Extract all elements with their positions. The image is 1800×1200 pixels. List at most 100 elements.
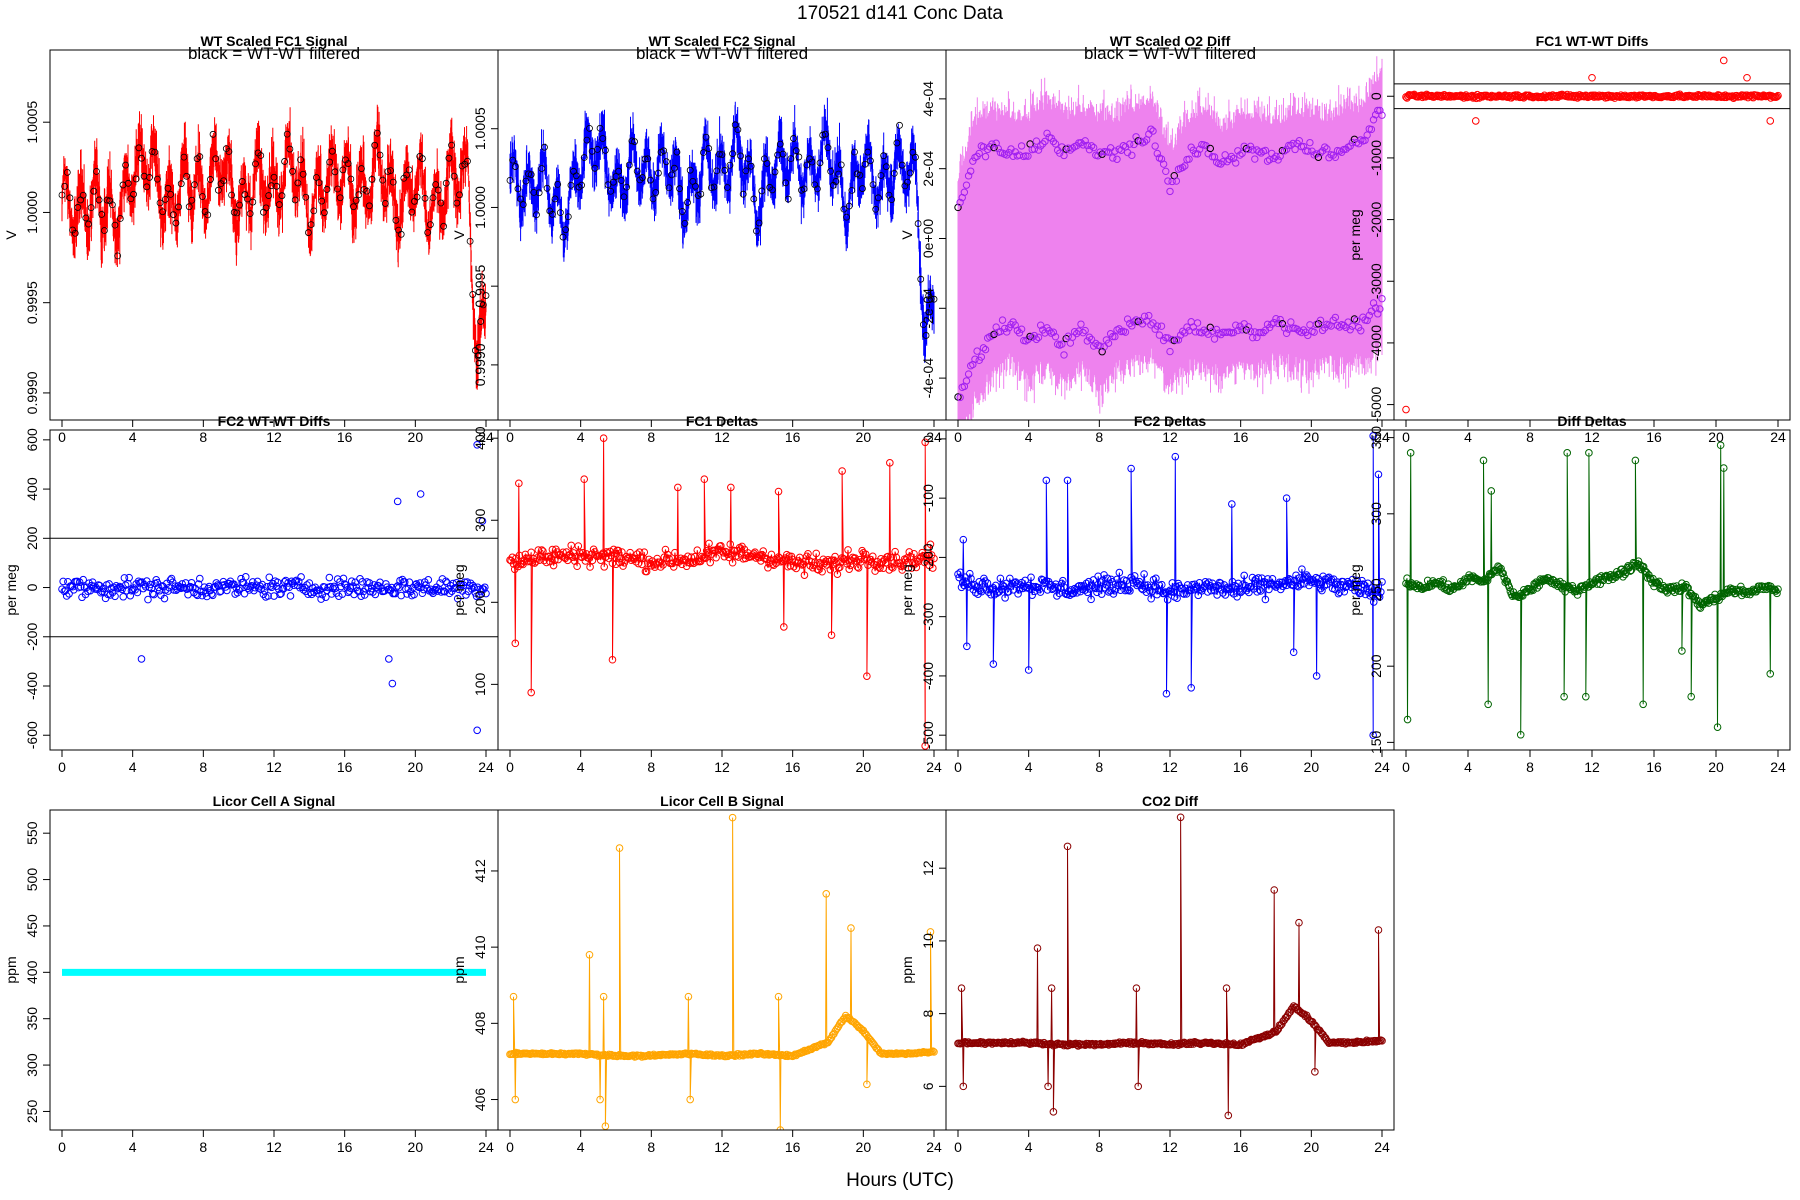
data-point (1259, 328, 1267, 337)
data-point (1059, 1040, 1067, 1048)
data-point (452, 578, 461, 587)
data-point (828, 560, 837, 569)
data-point (1111, 332, 1119, 341)
y-axis-label: per meg (899, 564, 915, 615)
data-point (416, 490, 425, 498)
filtered-point (477, 318, 485, 325)
data-point (728, 558, 737, 567)
data-point (1573, 591, 1582, 599)
data-point (608, 559, 617, 568)
data-point (185, 583, 193, 592)
data-point (1017, 325, 1026, 333)
data-point (178, 580, 186, 588)
filtered-point (814, 185, 821, 193)
x-tick-label: 4 (577, 1139, 585, 1155)
data-point (194, 580, 203, 588)
data-point (988, 140, 996, 148)
data-point (996, 574, 1005, 583)
data-point (1140, 570, 1148, 578)
data-point (1232, 159, 1240, 167)
data-point (1022, 337, 1030, 345)
data-point (580, 475, 589, 484)
data-point (888, 564, 897, 572)
filtered-point (864, 148, 872, 156)
data-point (1044, 1082, 1052, 1091)
data-point (1378, 294, 1386, 303)
data-point (956, 568, 965, 577)
y-tick-label: 10 (920, 933, 936, 949)
data-point (768, 560, 777, 568)
x-tick-label: 20 (1304, 429, 1320, 445)
data-point (956, 393, 964, 402)
x-tick-label: 4 (1025, 759, 1033, 775)
filtered-point (832, 178, 840, 185)
data-point (263, 582, 271, 591)
y-tick-label: 0.9990 (472, 343, 488, 386)
data-point (717, 542, 725, 550)
y-tick-label: -5000 (1368, 386, 1384, 422)
chart-panel-4: FC1 WT-WT Diffs per meg 0 4 8 12 16 20 24 -5000 -4… (1347, 33, 1790, 445)
data-point (69, 585, 78, 594)
filtered-point (373, 129, 381, 137)
filtered-point (418, 155, 426, 162)
data-point (1071, 1039, 1080, 1048)
data-point (1092, 339, 1100, 348)
data-point (187, 578, 196, 587)
x-tick-label: 8 (1095, 429, 1103, 445)
data-point (847, 924, 855, 932)
y-tick-label: 0 (24, 583, 40, 591)
filtered-point (363, 187, 371, 195)
filtered-point (514, 185, 522, 193)
y-tick-label: 4e-04 (920, 81, 936, 117)
data-point (548, 545, 557, 554)
data-point (1172, 336, 1181, 344)
data-point (1021, 576, 1029, 585)
data-point (1130, 572, 1139, 580)
data-point (759, 547, 768, 555)
filtered-point (238, 178, 246, 185)
x-tick-label: 8 (1095, 759, 1103, 775)
data-point (1051, 333, 1060, 341)
data-point (861, 550, 870, 558)
plot-area (954, 56, 1386, 420)
filtered-point (206, 176, 214, 183)
filtered-point (355, 191, 363, 199)
data-point (1132, 133, 1140, 141)
data-point (664, 550, 672, 559)
data-point (1128, 151, 1136, 160)
filtered-point (453, 199, 461, 207)
data-point (1205, 578, 1213, 586)
data-point (395, 583, 403, 592)
chart-title: Licor Cell B Signal (660, 793, 784, 809)
data-point (1191, 150, 1200, 158)
data-point (339, 574, 348, 583)
data-point (878, 1050, 886, 1058)
data-point (1773, 589, 1781, 598)
data-point (1585, 449, 1593, 457)
data-point (1034, 146, 1043, 154)
filtered-point (122, 161, 129, 169)
data-point (981, 577, 989, 585)
filtered-point (376, 151, 384, 159)
data-point (1024, 152, 1032, 160)
data-point (1089, 143, 1098, 152)
filtered-point (249, 198, 257, 206)
data-point (88, 578, 97, 586)
data-point (1077, 139, 1085, 147)
filtered-point (572, 172, 580, 180)
data-point (1036, 142, 1045, 150)
data-point (1360, 581, 1369, 589)
data-point (1236, 151, 1244, 159)
y-tick-label: -4e-04 (920, 358, 936, 399)
data-point (957, 984, 966, 992)
data-point (1223, 583, 1232, 592)
data-point (1047, 984, 1056, 992)
filtered-point (684, 199, 691, 206)
data-point (1081, 137, 1089, 145)
data-point (532, 557, 540, 566)
y-tick-label: 0.9990 (24, 371, 40, 414)
data-point (887, 563, 896, 571)
filtered-point (851, 148, 858, 156)
data-point (625, 554, 633, 563)
data-point (240, 589, 249, 598)
